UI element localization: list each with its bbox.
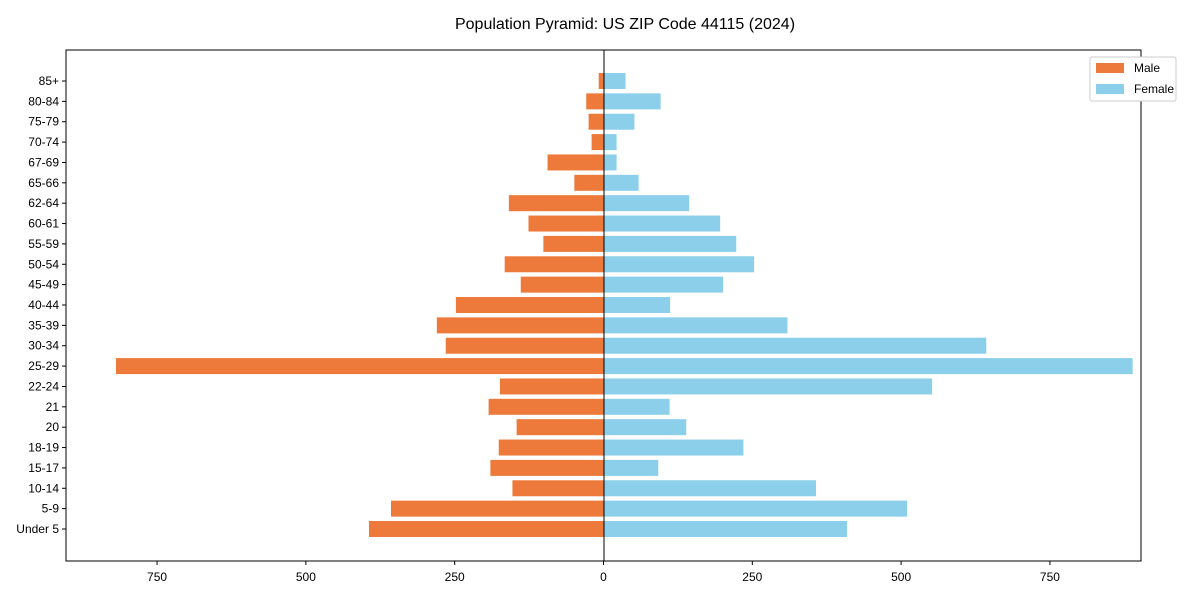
- bar-female-10-14: [603, 480, 816, 497]
- bar-female-50-54: [603, 256, 755, 273]
- x-tick-label: 500: [296, 570, 316, 584]
- y-tick-label: 15-17: [28, 461, 59, 475]
- bar-male-30-34: [445, 337, 604, 354]
- bar-male-50-54: [504, 256, 604, 273]
- bar-male-25-29: [116, 358, 604, 375]
- bar-female-21: [603, 398, 670, 415]
- y-tick-label: 18-19: [28, 441, 59, 455]
- bar-male-40-44: [455, 297, 604, 313]
- bar-male-under-5: [368, 521, 604, 537]
- y-tick-label: 62-64: [28, 196, 59, 210]
- bar-female-75-79: [603, 113, 635, 130]
- bar-male-35-39: [436, 317, 604, 334]
- x-tick-label: 0: [600, 570, 607, 584]
- bar-male-67-69: [547, 154, 604, 171]
- legend-swatch-male: [1096, 63, 1124, 73]
- y-tick-label: 85+: [39, 74, 59, 88]
- bar-female-45-49: [603, 276, 724, 293]
- bar-male-15-17: [490, 459, 604, 476]
- bar-male-21: [488, 398, 604, 415]
- y-tick-label: 70-74: [28, 135, 59, 149]
- bar-female-under-5: [603, 521, 847, 537]
- bar-female-15-17: [603, 459, 659, 476]
- y-tick-label: 60-61: [28, 217, 59, 231]
- bar-female-85+: [603, 73, 626, 89]
- bar-female-20: [603, 419, 687, 436]
- bar-male-60-61: [528, 215, 604, 232]
- x-tick-label: 250: [742, 570, 762, 584]
- y-tick-label: 30-34: [28, 339, 59, 353]
- bar-male-85+: [598, 73, 604, 89]
- legend-swatch-female: [1096, 84, 1124, 94]
- y-tick-label: 75-79: [28, 115, 59, 129]
- bar-female-80-84: [603, 93, 661, 110]
- bar-female-22-24: [603, 378, 933, 395]
- bar-male-18-19: [498, 439, 604, 456]
- bar-male-75-79: [588, 113, 604, 130]
- y-tick-label: 10-14: [28, 481, 59, 495]
- bar-female-35-39: [603, 317, 788, 334]
- bar-male-20: [516, 419, 604, 436]
- bar-male-70-74: [591, 134, 604, 151]
- bar-male-5-9: [391, 500, 604, 517]
- bar-male-45-49: [520, 276, 604, 293]
- y-tick-label: 22-24: [28, 379, 59, 393]
- bar-female-70-74: [603, 134, 617, 151]
- bar-male-55-59: [543, 235, 604, 252]
- y-tick-label: 67-69: [28, 155, 59, 169]
- bar-female-55-59: [603, 235, 737, 252]
- bar-female-62-64: [603, 195, 690, 212]
- y-tick-label: 55-59: [28, 237, 59, 251]
- plot-frame: [65, 49, 1142, 562]
- y-tick-label: 50-54: [28, 257, 59, 271]
- bar-male-65-66: [574, 174, 604, 191]
- y-tick-label: Under 5: [16, 522, 59, 536]
- bar-male-80-84: [586, 93, 604, 110]
- legend-label-male: Male: [1134, 61, 1160, 75]
- x-tick-label: 750: [147, 570, 167, 584]
- bar-female-65-66: [603, 174, 639, 191]
- bar-male-22-24: [499, 378, 604, 395]
- legend: Male Female: [1089, 56, 1177, 102]
- y-tick-label: 80-84: [28, 94, 59, 108]
- bar-female-60-61: [603, 215, 721, 232]
- bar-female-25-29: [603, 358, 1133, 375]
- y-tick-label: 21: [46, 400, 60, 414]
- bar-female-40-44: [603, 297, 671, 313]
- bar-female-18-19: [603, 439, 744, 456]
- y-tick-label: 35-39: [28, 318, 59, 332]
- legend-label-female: Female: [1134, 82, 1174, 96]
- bar-male-62-64: [508, 195, 604, 212]
- y-tick-label: 65-66: [28, 176, 59, 190]
- bar-male-10-14: [512, 480, 604, 497]
- chart-title: Population Pyramid: US ZIP Code 44115 (2…: [455, 16, 795, 33]
- y-tick-label: 45-49: [28, 278, 59, 292]
- bar-female-67-69: [603, 154, 617, 171]
- bar-female-30-34: [603, 337, 987, 354]
- y-tick-label: 25-29: [28, 359, 59, 373]
- y-tick-label: 40-44: [28, 298, 59, 312]
- bar-female-5-9: [603, 500, 908, 517]
- x-tick-label: 500: [891, 570, 911, 584]
- x-tick-label: 750: [1040, 570, 1060, 584]
- y-tick-label: 5-9: [42, 502, 60, 516]
- y-tick-label: 20: [46, 420, 60, 434]
- x-tick-label: 250: [445, 570, 465, 584]
